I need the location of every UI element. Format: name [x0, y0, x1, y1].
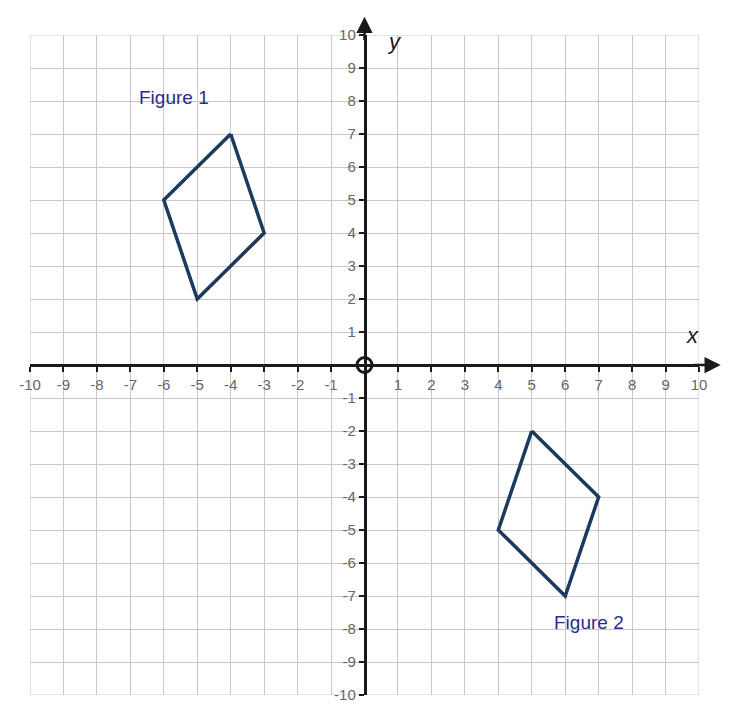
svg-text:-9: -9 — [342, 653, 355, 670]
svg-text:10: 10 — [339, 26, 356, 43]
svg-text:-8: -8 — [90, 376, 103, 393]
svg-text:3: 3 — [347, 257, 355, 274]
svg-text:9: 9 — [661, 376, 669, 393]
svg-text:4: 4 — [494, 376, 502, 393]
svg-text:-1: -1 — [342, 389, 355, 406]
svg-text:-2: -2 — [291, 376, 304, 393]
svg-text:1: 1 — [394, 376, 402, 393]
svg-text:-7: -7 — [124, 376, 137, 393]
svg-text:y: y — [387, 29, 402, 54]
svg-text:7: 7 — [594, 376, 602, 393]
svg-text:3: 3 — [461, 376, 469, 393]
svg-text:-4: -4 — [342, 488, 355, 505]
svg-text:Figure 2: Figure 2 — [554, 612, 624, 633]
svg-text:8: 8 — [628, 376, 636, 393]
svg-text:5: 5 — [528, 376, 536, 393]
svg-text:2: 2 — [427, 376, 435, 393]
svg-text:-5: -5 — [191, 376, 204, 393]
svg-text:9: 9 — [347, 59, 355, 76]
svg-text:-4: -4 — [224, 376, 237, 393]
svg-text:x: x — [686, 323, 699, 348]
svg-text:-7: -7 — [342, 587, 355, 604]
svg-text:-10: -10 — [19, 376, 41, 393]
svg-text:6: 6 — [561, 376, 569, 393]
svg-text:-8: -8 — [342, 620, 355, 637]
svg-text:5: 5 — [347, 191, 355, 208]
svg-text:6: 6 — [347, 158, 355, 175]
svg-text:4: 4 — [347, 224, 355, 241]
svg-text:-9: -9 — [57, 376, 70, 393]
svg-text:Figure 1: Figure 1 — [139, 87, 209, 108]
svg-text:-10: -10 — [334, 686, 356, 703]
svg-text:2: 2 — [347, 290, 355, 307]
svg-text:-6: -6 — [157, 376, 170, 393]
svg-text:-6: -6 — [342, 554, 355, 571]
svg-text:7: 7 — [347, 125, 355, 142]
svg-text:-2: -2 — [342, 422, 355, 439]
svg-text:-1: -1 — [324, 376, 337, 393]
svg-text:-3: -3 — [342, 455, 355, 472]
svg-text:1: 1 — [347, 323, 355, 340]
svg-text:8: 8 — [347, 92, 355, 109]
svg-text:10: 10 — [691, 376, 708, 393]
svg-text:-5: -5 — [342, 521, 355, 538]
svg-text:-3: -3 — [257, 376, 270, 393]
